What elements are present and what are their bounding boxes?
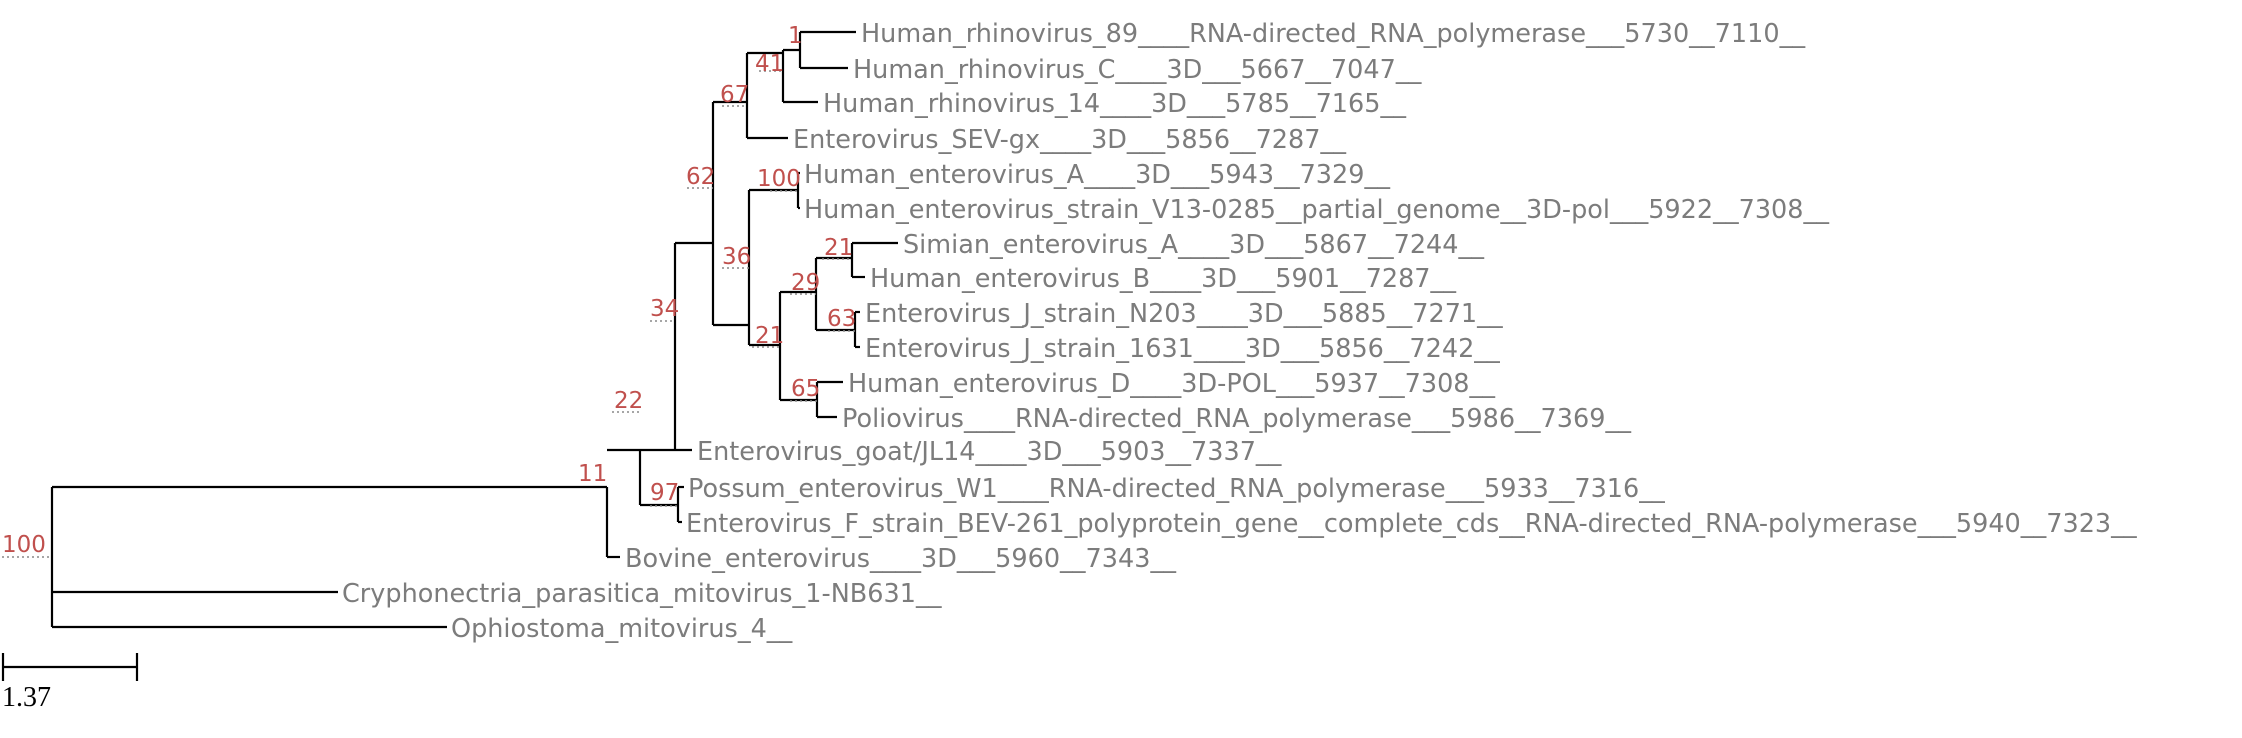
leaf-label: Enterovirus_SEV-gx____3D___5856__7287__ [793,125,1346,155]
support-value: 21 [755,323,784,349]
scale-bar: 1.37 [1,653,139,713]
leaf-label: Poliovirus____RNA-directed_RNA_polymeras… [842,404,1631,434]
leaf-label: Human_enterovirus_strain_V13-0285__parti… [804,195,1829,225]
leaf-label: Simian_enterovirus_A____3D___5867__7244_… [903,230,1484,260]
support-value: 67 [720,82,749,108]
support-value: 100 [2,532,46,558]
leaf-label: Enterovirus_J_strain_N203____3D___5885__… [865,299,1503,329]
leaf-label: Ophiostoma_mitovirus_4__ [451,614,793,644]
leaf-label: Cryphonectria_parasitica_mitovirus_1-NB6… [342,579,942,609]
leaf-label: Enterovirus_F_strain_BEV-261_polyprotein… [686,509,2137,539]
support-value: 41 [755,51,784,77]
support-value: 100 [757,166,801,192]
leaf-label: Human_rhinovirus_C____3D___5667__7047__ [853,55,1422,85]
support-value: 11 [578,461,607,487]
support-value: 65 [791,376,820,402]
leaf-label: Human_enterovirus_B____3D___5901__7287__ [870,264,1456,294]
leaf-label: Enterovirus_J_strain_1631____3D___5856__… [865,334,1500,364]
support-value: 62 [686,164,715,190]
leaf-label: Bovine_enterovirus____3D___5960__7343__ [625,544,1176,574]
leaf-labels: Human_rhinovirus_89____RNA-directed_RNA_… [342,19,2137,644]
scale-bar-label: 1.37 [2,682,51,713]
support-value: 22 [614,388,643,414]
support-value: 36 [722,244,751,270]
support-leaders [2,70,855,558]
support-value: 1 [788,23,803,49]
leaf-label: Human_enterovirus_A____3D___5943__7329__ [804,160,1390,190]
support-value: 21 [824,235,853,261]
support-value: 34 [650,296,679,322]
leaf-label: Human_rhinovirus_14____3D___5785__7165__ [823,89,1406,119]
leaf-label: Possum_enterovirus_W1____RNA-directed_RN… [688,474,1665,504]
support-values: 100 1 41 67 100 21 63 29 65 21 36 62 34 … [2,23,856,558]
leaf-label: Enterovirus_goat/JL14____3D___5903__7337… [697,437,1282,467]
leaf-label: Human_enterovirus_D____3D-POL___5937__73… [848,369,1495,399]
support-value: 29 [791,270,820,296]
support-value: 97 [650,480,679,506]
leaf-label: Human_rhinovirus_89____RNA-directed_RNA_… [861,19,1805,49]
support-value: 63 [827,306,856,332]
